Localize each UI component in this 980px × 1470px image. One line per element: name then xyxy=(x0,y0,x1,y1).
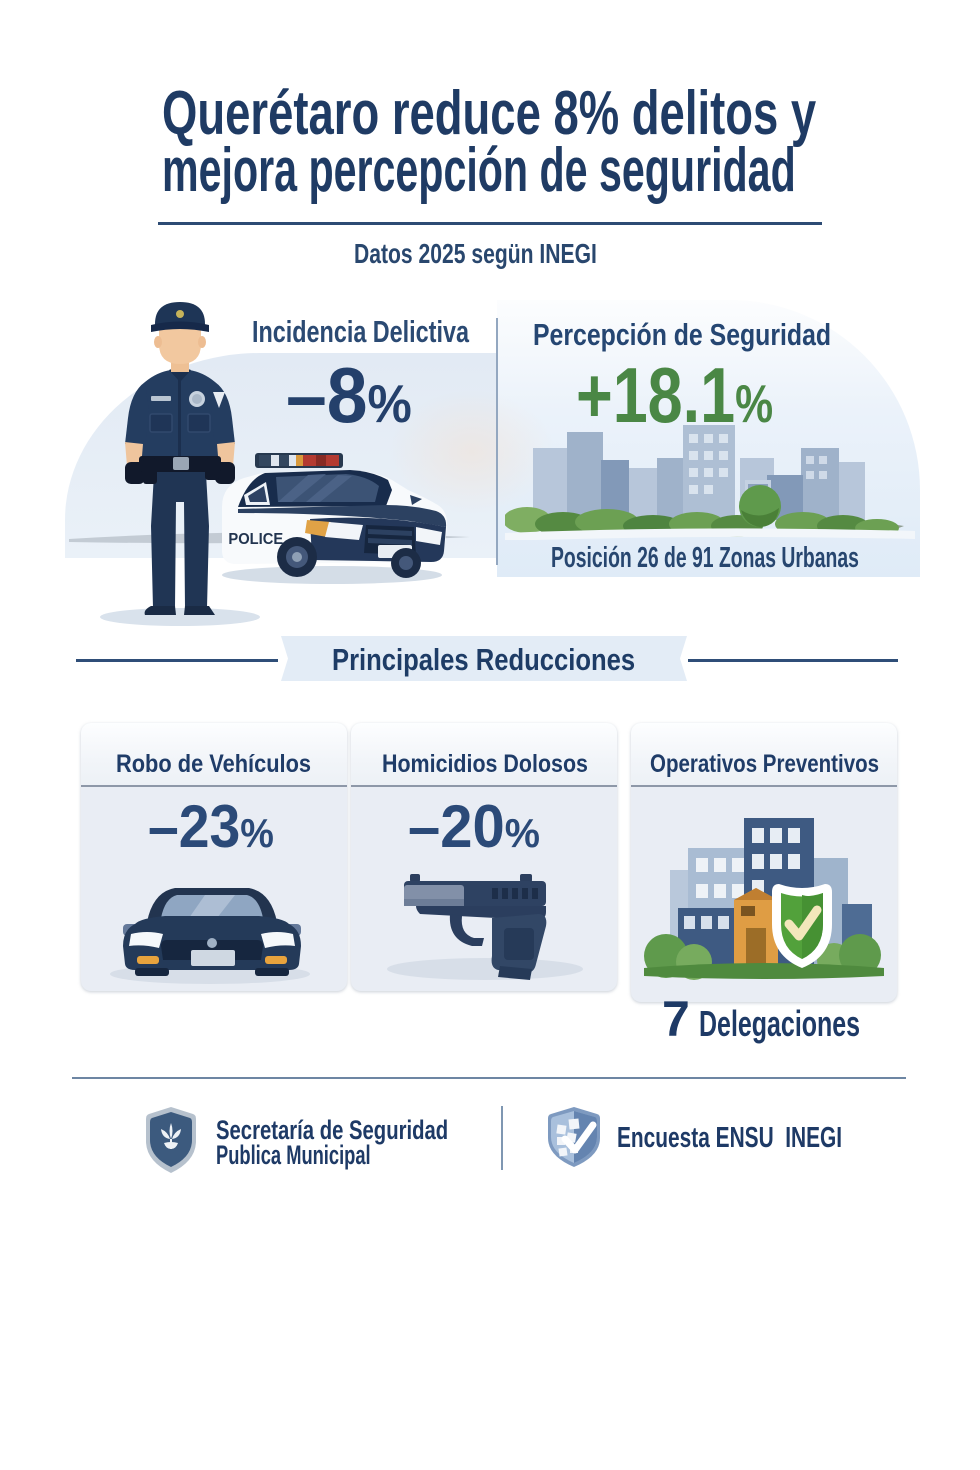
svg-text:POLICE: POLICE xyxy=(228,530,283,548)
